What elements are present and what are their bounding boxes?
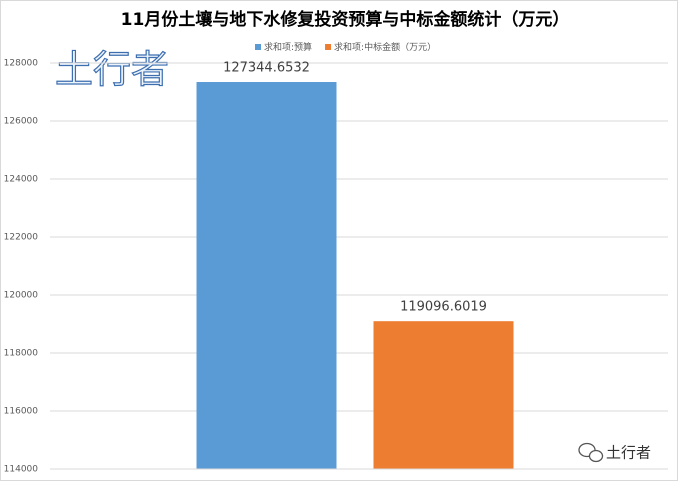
legend-label: 求和项:预算 [264,41,312,53]
y-tick-label: 120000 [4,291,39,301]
y-tick-label: 118000 [4,349,39,359]
data-label: 119096.6019 [400,300,487,315]
data-label: 127344.6532 [223,61,310,76]
chart-title: 11月份土壤与地下水修复投资预算与中标金额统计（万元） [121,9,570,30]
legend-label: 求和项:中标金额（万元） [334,41,436,53]
watermark: 土行者 [55,48,169,92]
y-tick-label: 126000 [4,117,39,127]
y-tick-label: 114000 [4,465,39,475]
badge-icon [578,442,604,463]
legend-swatch [255,44,261,50]
y-tick-label: 124000 [4,175,39,185]
badge-text: 土行者 [606,444,651,462]
bar [373,321,514,469]
bar [196,82,337,469]
legend-swatch [325,44,332,50]
y-tick-label: 116000 [4,407,39,417]
y-tick-label: 122000 [4,233,39,243]
y-tick-label: 128000 [4,59,39,69]
